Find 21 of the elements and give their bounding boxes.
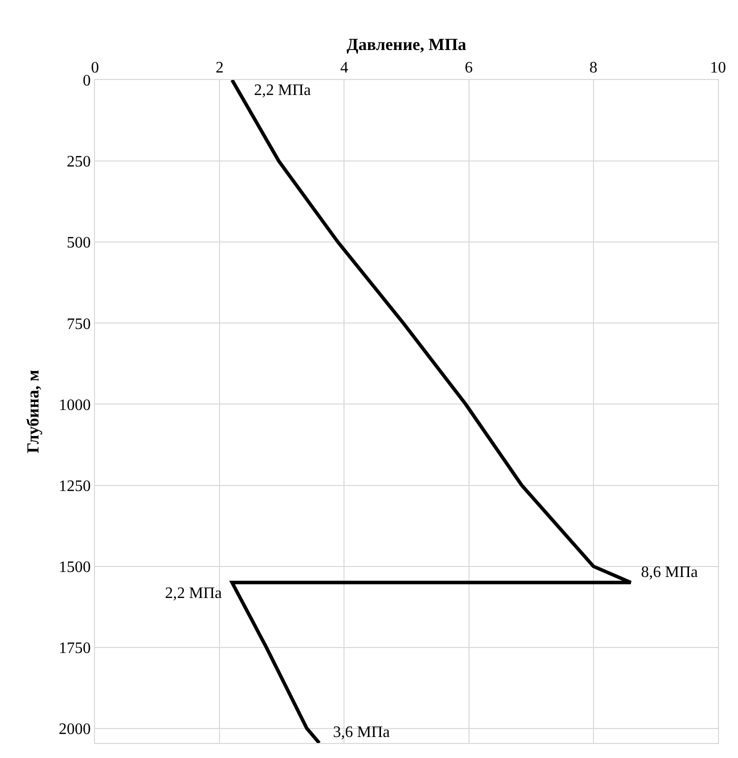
x-axis-title: Давление, МПа	[346, 35, 467, 54]
x-tick-label: 4	[340, 60, 348, 77]
annotation: 2,2 МПа	[165, 585, 222, 602]
x-tick-label: 8	[589, 60, 598, 77]
x-tick-label: 10	[710, 60, 726, 77]
y-tick-label: 750	[66, 316, 91, 333]
y-tick-label: 500	[66, 234, 91, 252]
y-tick-label: 1250	[58, 478, 91, 495]
annotation: 2,2 МПа	[254, 82, 311, 99]
annotation: 8,6 МПа	[641, 564, 698, 581]
x-tick-label: 2	[216, 60, 224, 77]
y-tick-label: 0	[82, 72, 91, 90]
y-tick-label: 1750	[58, 640, 91, 657]
line-series	[230, 80, 633, 743]
y-tick-label: 2000	[58, 721, 91, 738]
y-tick-label: 250	[66, 154, 91, 171]
y-tick-label: 1500	[58, 558, 91, 576]
y-axis-title: Глубина, м	[23, 369, 42, 454]
y-tick-label: 1000	[58, 396, 91, 414]
x-tick-label: 6	[464, 60, 473, 77]
annotation: 3,6 МПа	[333, 724, 390, 741]
